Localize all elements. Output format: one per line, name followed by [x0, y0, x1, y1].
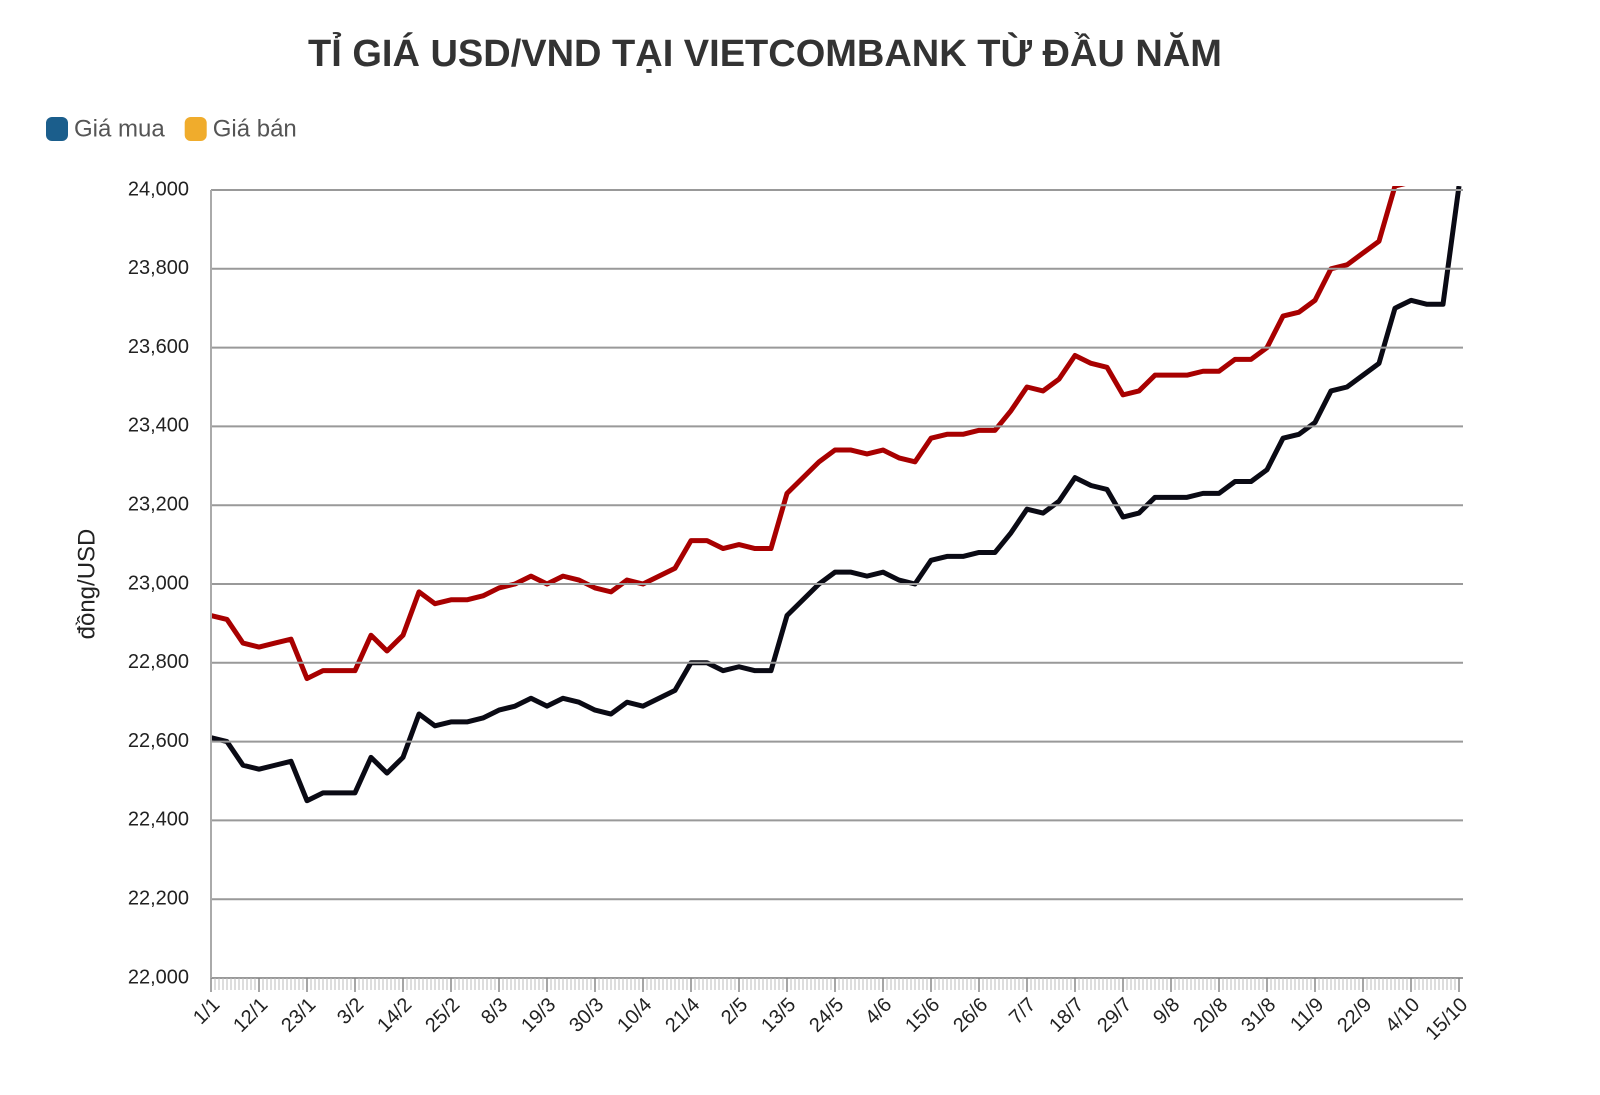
y-tick-label: 23,600 [128, 336, 189, 358]
x-tick-label: 29/7 [1093, 994, 1136, 1037]
x-tick-label: 4/10 [1381, 994, 1424, 1037]
x-tick-label: 18/7 [1045, 994, 1088, 1037]
x-tick-label: 2/5 [717, 994, 752, 1029]
x-tick-label: 12/1 [229, 994, 272, 1037]
x-tick-label: 4/6 [861, 994, 896, 1029]
series-line [210, 186, 1406, 682]
y-tick-label: 23,800 [128, 257, 189, 279]
x-tick-label: 15/6 [901, 994, 944, 1037]
y-tick-label: 23,200 [128, 493, 189, 515]
x-tick-label: 14/2 [373, 994, 416, 1037]
x-tick-label: 10/4 [613, 994, 656, 1037]
x-tick-label: 7/7 [1005, 994, 1040, 1029]
y-tick-label: 22,600 [128, 730, 189, 752]
x-tick-label: 8/3 [477, 994, 512, 1029]
y-tick-label: 23,000 [128, 572, 189, 594]
y-axis-label: đồng/USD [73, 529, 100, 640]
legend-label: Giá mua [74, 115, 165, 142]
plot-area [210, 186, 1462, 804]
legend-swatch [46, 117, 68, 141]
y-tick-label: 22,800 [128, 651, 189, 673]
legend-swatch [184, 117, 207, 141]
x-tick-label: 25/2 [421, 994, 464, 1037]
x-tick-label: 21/4 [661, 994, 704, 1037]
x-tick-label: 20/8 [1189, 994, 1232, 1037]
chart-title: TỈ GIÁ USD/VND TẠI VIETCOMBANK TỪ ĐẦU NĂ… [308, 31, 1222, 75]
x-tick-label: 22/9 [1333, 994, 1376, 1037]
y-tick-label: 23,400 [128, 415, 189, 437]
x-tick-label: 19/3 [517, 994, 560, 1037]
series-line [210, 186, 1462, 804]
x-tick-label: 11/9 [1286, 994, 1328, 1036]
y-tick-label: 24,000 [128, 178, 189, 200]
x-tick-label: 30/3 [565, 994, 608, 1037]
x-tick-label: 13/5 [757, 994, 800, 1037]
y-tick-label: 22,000 [128, 966, 189, 988]
x-tick-label: 1/1 [189, 994, 224, 1029]
x-tick-label: 9/8 [1149, 994, 1184, 1029]
legend-label: Giá bán [213, 115, 297, 142]
x-tick-label: 26/6 [949, 994, 992, 1037]
y-tick-label: 22,200 [128, 887, 189, 909]
x-tick-label: 31/8 [1237, 994, 1280, 1037]
x-tick-label: 3/2 [333, 994, 368, 1029]
x-tick-label: 24/5 [805, 994, 848, 1037]
x-tick-label: 15/10 [1421, 994, 1472, 1045]
x-tick-label: 23/1 [277, 994, 320, 1037]
y-tick-label: 22,400 [128, 809, 189, 831]
